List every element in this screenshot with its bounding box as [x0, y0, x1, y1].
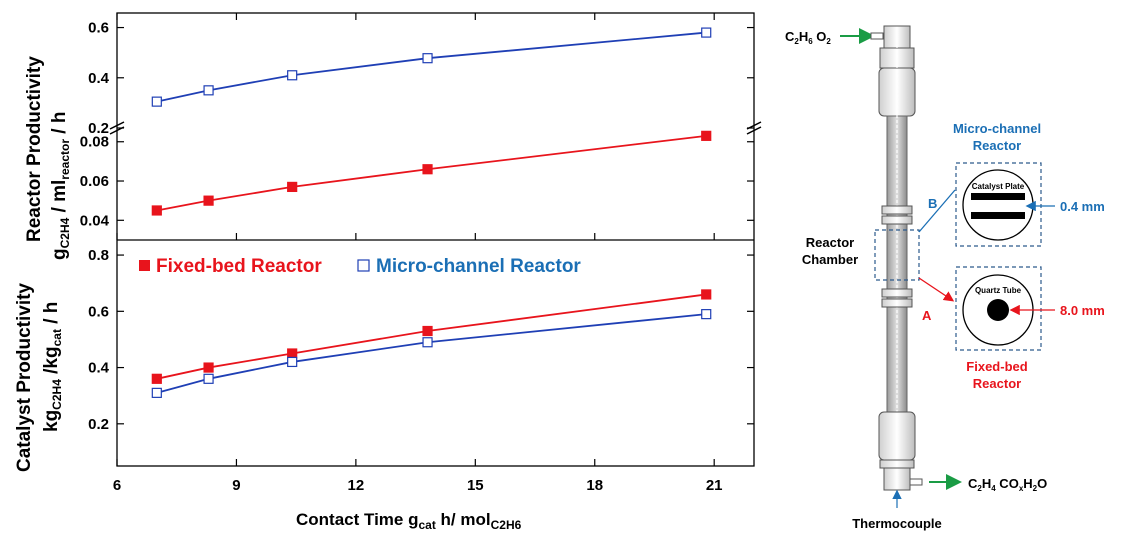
- legend-fixed-bed-label: Fixed-bed Reactor: [156, 256, 322, 277]
- bottom-micro-channel-point: [287, 356, 298, 368]
- b-connector-line: [918, 189, 956, 233]
- top-fixed-bed-point: [422, 164, 433, 175]
- a-connector-line: [918, 277, 955, 302]
- fixed-diameter-label: 8.0 mm: [1060, 303, 1105, 318]
- bottom-ytick-label: 0.8: [88, 247, 109, 264]
- chamber-label-line2: Chamber: [802, 252, 858, 267]
- xtick-label: 12: [348, 477, 365, 494]
- bottom-micro-channel-point: [151, 387, 162, 398]
- top-micro-channel-point: [422, 53, 433, 64]
- micro-title-line1: Micro-channel: [953, 121, 1041, 136]
- xtick-label: 9: [232, 477, 240, 494]
- bottom-nut: [879, 459, 915, 469]
- top-micro-channel-point: [151, 96, 162, 107]
- top-upper-ytick-label: 0.4: [88, 70, 110, 87]
- fixed-detail-box: [955, 266, 1042, 351]
- fixed-title-line1: Fixed-bed: [966, 359, 1027, 374]
- top-lower-ytick-label: 0.04: [80, 212, 110, 229]
- label-b: B: [928, 196, 937, 211]
- top-lower-ytick-label: 0.06: [80, 173, 109, 190]
- bottom-fixed-bed-point: [422, 325, 433, 337]
- mid-ring: [881, 205, 913, 215]
- thermocouple-label: Thermocouple: [852, 516, 942, 531]
- mid-ring: [881, 215, 913, 225]
- top-ylabel-main: Reactor Productivity: [24, 56, 45, 242]
- top-upper-ytick-label: 0.6: [88, 20, 109, 37]
- bottom-ylabel-main: Catalyst Productivity: [14, 283, 35, 472]
- top-fixed-bed-point: [203, 195, 214, 206]
- outlet-label: C2H4 COxH2O: [968, 476, 1047, 493]
- xtick-label: 15: [467, 477, 484, 494]
- legend-micro-channel-label: Micro-channel Reactor: [376, 256, 581, 277]
- fixed-title-line2: Reactor: [973, 376, 1021, 391]
- chart-marks: [151, 27, 712, 398]
- micro-gap-label: 0.4 mm: [1060, 199, 1105, 214]
- bottom-fixed-bed-point: [287, 348, 298, 359]
- top-micro-channel-point: [203, 85, 214, 96]
- legend-fixed-bed-marker: [139, 260, 150, 271]
- bottom-micro-channel-point: [422, 337, 433, 348]
- xtick-label: 21: [706, 477, 723, 494]
- xtick-label: 6: [113, 477, 121, 494]
- bottom-fixed-bed-line: [156, 293, 707, 380]
- inlet-label: C2H6 O2: [785, 29, 831, 46]
- xtick-label: 18: [586, 477, 603, 494]
- top-upper-ytick-label: 0.2: [88, 120, 109, 137]
- label-a: A: [922, 308, 932, 323]
- legend-micro-channel-marker: [357, 259, 370, 272]
- top-lower-ytick-label: 0.08: [80, 134, 109, 151]
- catalyst-plate-top: [971, 193, 1025, 200]
- bottom-cap: [883, 467, 911, 491]
- micro-cross-section: [962, 169, 1034, 241]
- chart-axes: [109, 12, 762, 467]
- chart-ticks: 0.20.40.60.040.060.080.20.40.60.86 9 12 15 1…: [80, 13, 754, 494]
- reactor-schematic: C2H6 O2 Reactor Chamber C2H4 COxH2O Ther…: [785, 25, 1105, 531]
- bottom-fixed-bed-point: [151, 373, 162, 384]
- top-micro-channel-point: [701, 27, 712, 38]
- bottom-ylabel-unit: kgC2H4 /kgcat / h: [41, 302, 64, 432]
- reactor-chamber-box: [874, 229, 920, 281]
- top-fixed-bed-point: [287, 181, 298, 193]
- quartz-tube: [987, 299, 1009, 321]
- top-cap: [883, 25, 911, 49]
- axis-break-mark: [746, 126, 762, 135]
- bottom-ytick-label: 0.2: [88, 416, 109, 433]
- top-fixed-bed-point: [701, 130, 712, 141]
- chamber-label-line1: Reactor: [806, 235, 854, 250]
- catalyst-plate-bottom: [971, 212, 1025, 219]
- top-micro-channel-point: [287, 70, 298, 81]
- bottom-micro-channel-point: [203, 373, 214, 384]
- catalyst-plate-label: Catalyst Plate: [972, 182, 1025, 191]
- top-ylabel-unit: gC2H4 / mlreactor / h: [49, 112, 72, 260]
- top-micro-channel-line: [156, 31, 707, 103]
- bottom-ytick-label: 0.6: [88, 303, 109, 320]
- quartz-tube-label: Quartz Tube: [975, 286, 1022, 295]
- bottom-ytick-label: 0.4: [88, 360, 110, 377]
- bottom-fixed-bed-point: [203, 362, 214, 373]
- micro-title-line2: Reactor: [973, 138, 1021, 153]
- outlet-port: [909, 478, 923, 486]
- mid-ring: [881, 298, 913, 308]
- bottom-micro-channel-point: [701, 309, 712, 320]
- bottom-fitting: [878, 411, 916, 461]
- x-axis-label: Contact Time gcat h/ molC2H6: [296, 510, 522, 532]
- axis-break-mark: [109, 121, 125, 130]
- micro-detail-box: [955, 162, 1042, 247]
- inlet-port: [870, 32, 884, 40]
- bottom-fixed-bed-point: [701, 289, 712, 300]
- mid-ring: [881, 288, 913, 298]
- top-fixed-bed-point: [151, 205, 162, 216]
- legend: Fixed-bed Reactor Micro-channel Reactor: [139, 256, 581, 277]
